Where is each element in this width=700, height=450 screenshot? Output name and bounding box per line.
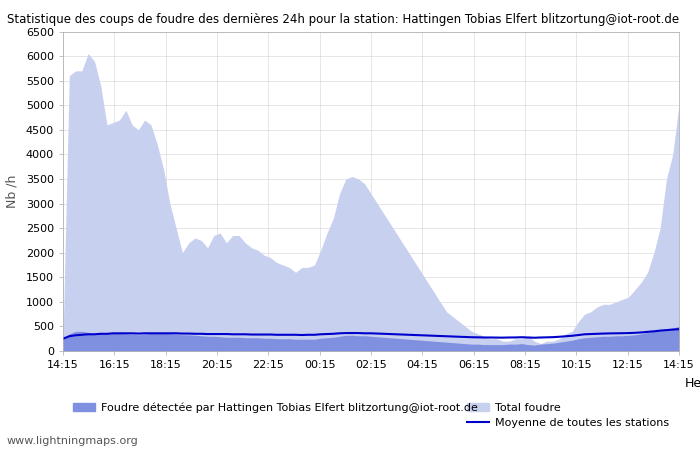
Text: www.lightningmaps.org: www.lightningmaps.org — [7, 436, 139, 446]
Text: Statistique des coups de foudre des dernières 24h pour la station: Hattingen Tob: Statistique des coups de foudre des dern… — [7, 14, 679, 27]
Text: Heure: Heure — [685, 377, 700, 390]
Y-axis label: Nb /h: Nb /h — [6, 175, 19, 208]
Legend: Foudre détectée par Hattingen Tobias Elfert blitzortung@iot-root.de: Foudre détectée par Hattingen Tobias Elf… — [69, 398, 482, 418]
